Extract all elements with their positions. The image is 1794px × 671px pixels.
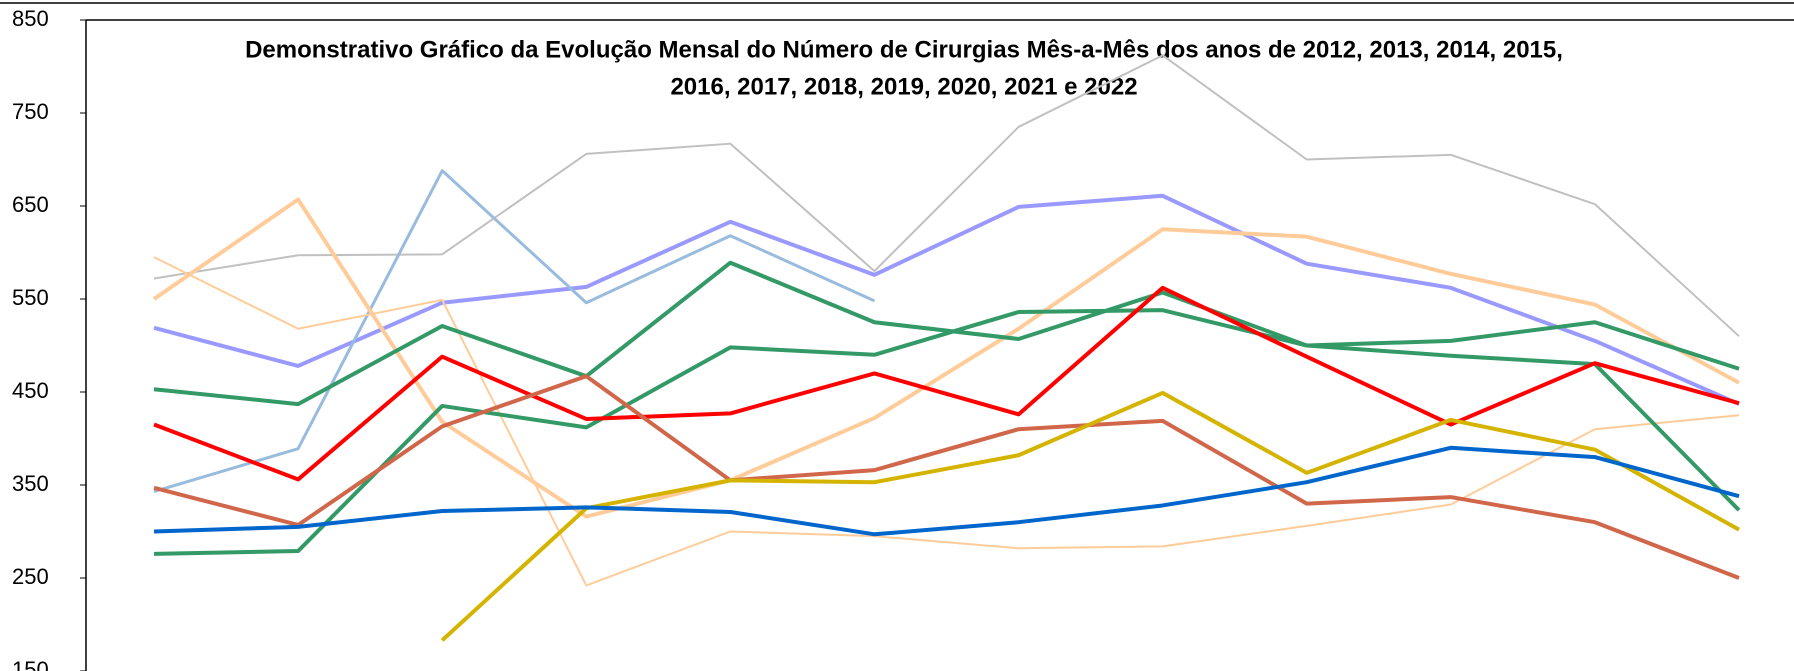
y-tick-label: 650 <box>12 192 49 217</box>
series-line <box>153 54 1740 337</box>
y-tick-label: 350 <box>12 471 49 496</box>
series-line <box>153 308 1740 556</box>
series-line <box>153 285 1740 482</box>
y-tick-label: 450 <box>12 378 49 403</box>
series-line <box>153 169 876 493</box>
y-tick-label: 850 <box>12 6 49 31</box>
series-line <box>153 193 1740 406</box>
series-line <box>153 260 1741 512</box>
series-line <box>153 374 1740 580</box>
y-tick-label: 550 <box>12 285 49 310</box>
y-tick-label: 250 <box>12 564 49 589</box>
series-line <box>152 197 1740 519</box>
series-line <box>440 390 1740 642</box>
series-line <box>153 256 1740 587</box>
chart-title: 2016, 2017, 2018, 2019, 2020, 2021 e 202… <box>670 73 1137 100</box>
y-tick-label: 150 <box>12 657 49 671</box>
y-tick-label: 750 <box>12 99 49 124</box>
chart-title: Demonstrativo Gráfico da Evolução Mensal… <box>245 36 1563 63</box>
series-line <box>153 445 1740 537</box>
